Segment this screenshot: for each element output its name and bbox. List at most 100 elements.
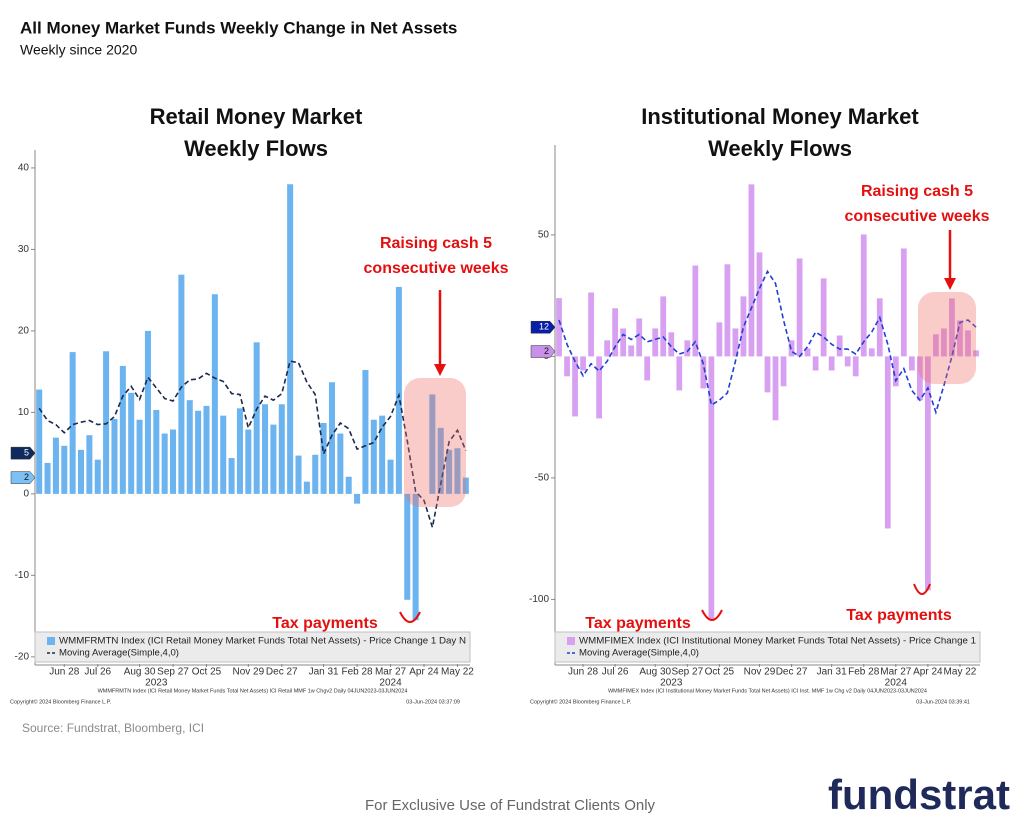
- x-tick-label: Jul 26: [84, 667, 111, 678]
- bloomberg-note: WMMFIMEX Index (ICI Institutional Money …: [608, 688, 927, 694]
- bar: [203, 405, 210, 494]
- legend-label: Moving Average(Simple,4,0): [579, 647, 699, 657]
- bar: [852, 356, 859, 377]
- bar: [328, 382, 335, 494]
- annotation: consecutive weeks: [845, 208, 990, 225]
- bar: [604, 340, 611, 357]
- legend-box: [34, 631, 471, 663]
- y-tick-label: 10: [18, 407, 30, 418]
- x-group-label: 2024: [885, 678, 908, 689]
- emphasis-curve: [913, 583, 931, 595]
- x-tick-label: Dec 27: [266, 667, 298, 678]
- bar: [253, 342, 260, 494]
- bar: [892, 356, 899, 387]
- bar: [387, 459, 394, 494]
- x-tick-label: Feb 28: [341, 667, 373, 678]
- axis-tag: [530, 345, 556, 358]
- bar: [462, 477, 469, 494]
- bar: [86, 435, 93, 494]
- bar: [119, 365, 126, 494]
- bar: [748, 184, 755, 357]
- bar: [636, 318, 643, 357]
- x-tick-label: Aug 30: [639, 667, 671, 678]
- bar: [564, 356, 570, 377]
- bar: [370, 419, 377, 494]
- bar: [161, 433, 168, 494]
- bar: [900, 248, 907, 357]
- axis-tag: [10, 471, 36, 484]
- bar: [924, 356, 931, 591]
- bar: [345, 476, 352, 494]
- annotation: Tax payments: [272, 615, 378, 632]
- bar: [628, 345, 635, 357]
- bar: [668, 332, 675, 357]
- bar: [186, 400, 193, 494]
- legend-swatch: [47, 637, 55, 645]
- bar: [44, 462, 51, 494]
- bar: [812, 356, 819, 371]
- bar: [228, 458, 235, 494]
- bar: [295, 455, 302, 494]
- bar: [724, 264, 731, 357]
- chart-title: Weekly Flows: [708, 136, 852, 161]
- page-subtitle: Weekly since 2020: [20, 42, 137, 58]
- x-tick-label: Apr 24: [409, 667, 439, 678]
- bar: [404, 493, 411, 600]
- bar: [772, 356, 779, 421]
- chart-title: Weekly Flows: [184, 136, 328, 161]
- bar: [708, 356, 715, 621]
- bar: [620, 328, 627, 357]
- bar: [692, 265, 699, 357]
- bar: [111, 418, 118, 494]
- arrow-head: [434, 364, 446, 376]
- bar: [644, 356, 651, 381]
- bar: [844, 356, 851, 367]
- bar: [144, 330, 151, 494]
- bar: [178, 274, 185, 494]
- legend-box: [554, 631, 981, 663]
- bar: [588, 292, 594, 357]
- x-tick-label: Aug 30: [124, 667, 156, 678]
- x-tick-label: Jun 28: [49, 667, 79, 678]
- bar: [820, 278, 827, 357]
- bar: [220, 415, 227, 494]
- y-tick-label: 30: [18, 244, 30, 255]
- bar: [780, 356, 787, 387]
- annotation: Raising cash 5: [861, 183, 973, 200]
- bar: [764, 356, 771, 393]
- bar: [454, 448, 461, 494]
- x-tick-label: Nov 29: [744, 667, 776, 678]
- legend-label: Moving Average(Simple,4,0): [59, 647, 179, 657]
- bar: [796, 258, 803, 357]
- x-tick-label: Jun 28: [568, 667, 598, 678]
- bar: [916, 356, 923, 401]
- x-tick-label: Sep 27: [157, 667, 189, 678]
- x-tick-label: Mar 27: [880, 667, 912, 678]
- page-title: All Money Market Funds Weekly Change in …: [20, 18, 457, 37]
- bar: [596, 356, 602, 419]
- bar: [69, 352, 76, 494]
- bar: [354, 493, 361, 504]
- legend-swatch: [567, 637, 575, 645]
- bar: [580, 356, 586, 371]
- bar: [868, 348, 875, 357]
- x-tick-label: Mar 27: [375, 667, 407, 678]
- x-tick-label: Jul 26: [602, 667, 629, 678]
- bloomberg-copyright: Copyright© 2024 Bloomberg Finance L.P.: [10, 698, 112, 705]
- bar: [36, 389, 43, 494]
- bar: [153, 409, 160, 494]
- bar: [103, 351, 110, 494]
- bloomberg-copyright: Copyright© 2024 Bloomberg Finance L.P.: [530, 698, 632, 705]
- y-tick-label: -10: [15, 570, 30, 581]
- legend-label: WMMFRMTN Index (ICI Retail Money Market …: [59, 635, 466, 645]
- bar: [756, 252, 763, 357]
- x-tick-label: Dec 27: [776, 667, 808, 678]
- x-tick-label: Sep 27: [671, 667, 703, 678]
- x-tick-label: Apr 24: [913, 667, 943, 678]
- bar: [965, 330, 971, 357]
- bar: [860, 234, 867, 357]
- x-tick-label: Oct 25: [705, 667, 735, 678]
- y-tick-label: -100: [529, 594, 549, 605]
- bar: [287, 184, 294, 494]
